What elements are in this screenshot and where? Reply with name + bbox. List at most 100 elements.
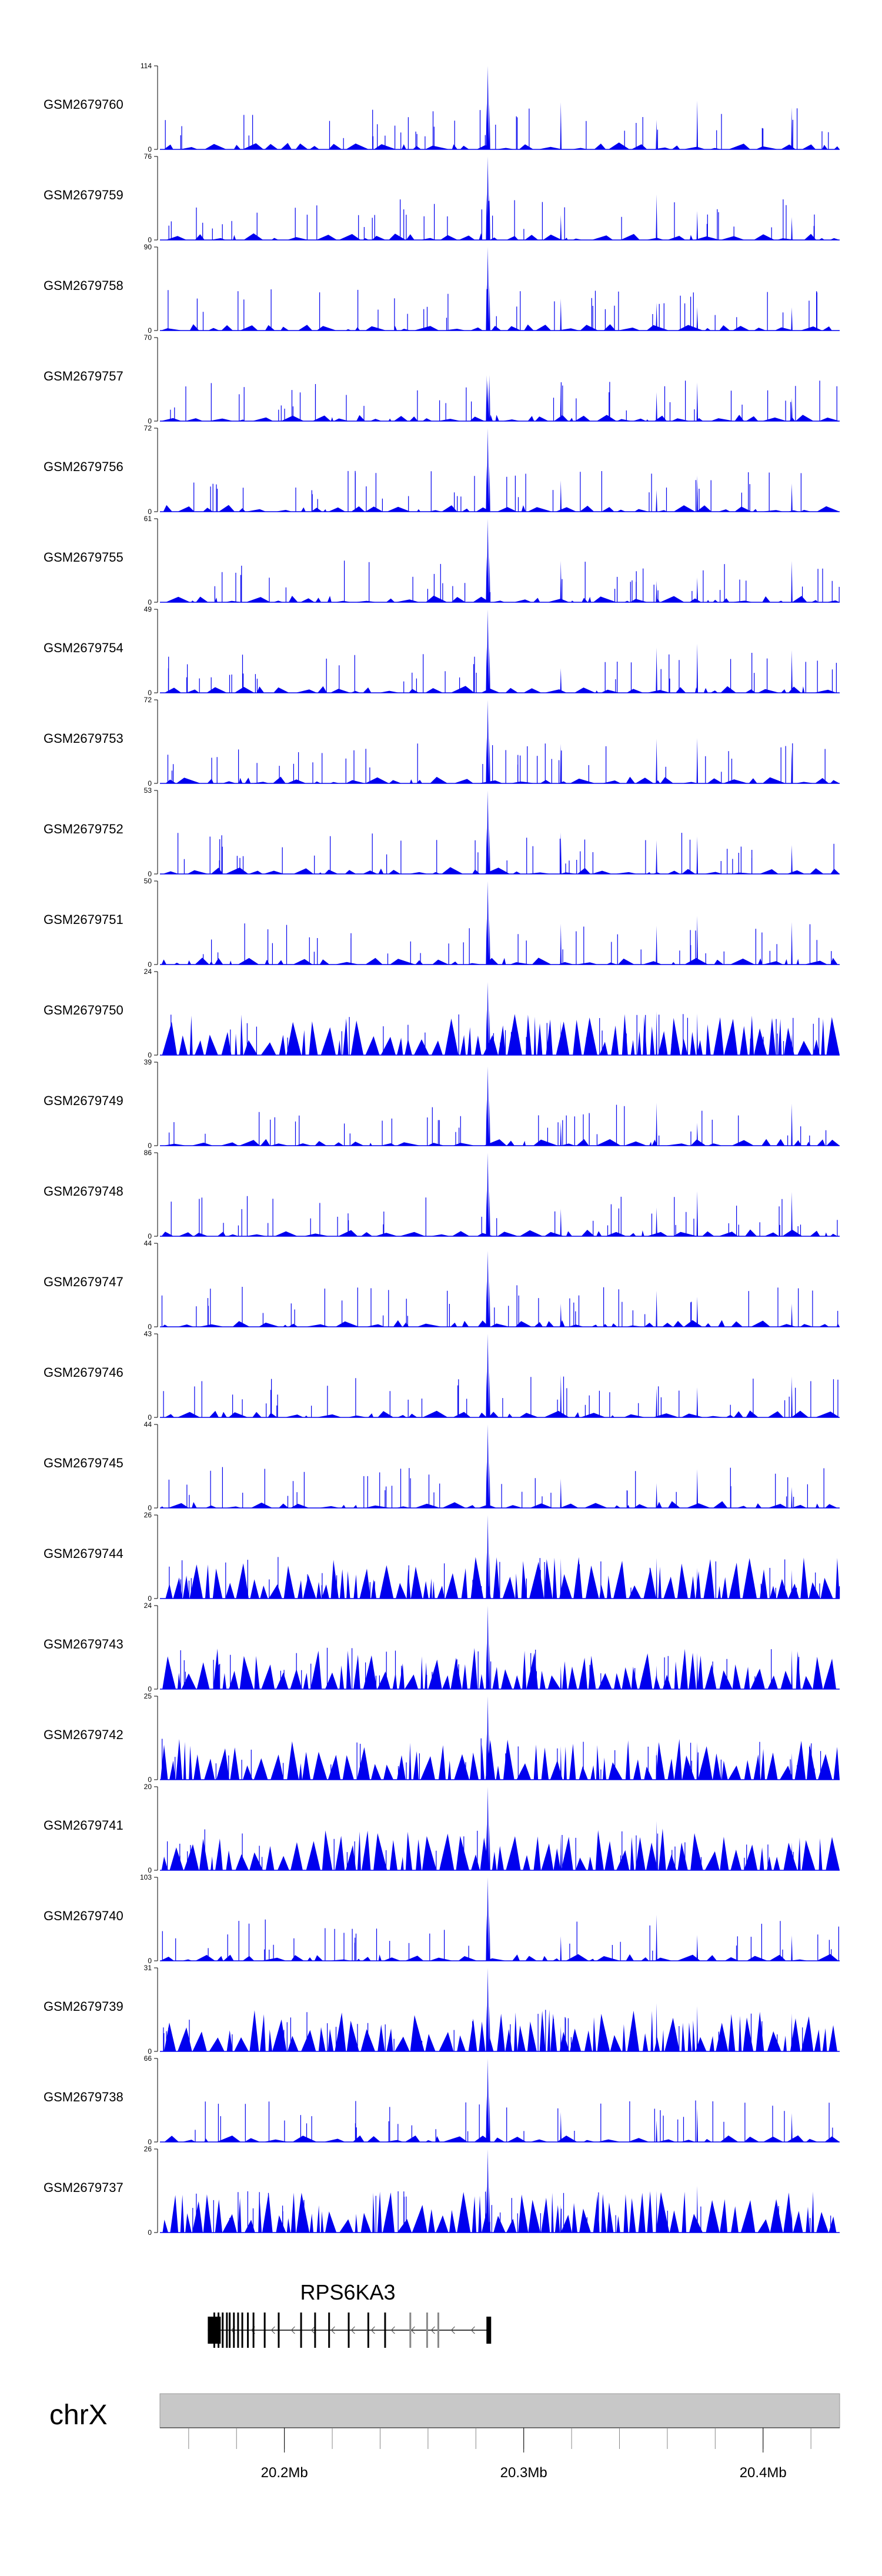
y-tick-label-zero: 0 bbox=[148, 1051, 152, 1059]
coverage-peak bbox=[696, 2006, 698, 2051]
track-GSM2679757: GSM2679757 70 0 bbox=[44, 333, 840, 425]
y-tick-label-zero: 0 bbox=[148, 1413, 152, 1422]
coverage-peak bbox=[489, 1371, 490, 1417]
gene-exon bbox=[229, 2313, 231, 2348]
coverage-peak bbox=[656, 490, 657, 512]
coverage-peak bbox=[560, 1936, 562, 1961]
coverage-spikes bbox=[195, 2100, 833, 2142]
gene-exon bbox=[226, 2313, 228, 2348]
track-label: GSM2679756 bbox=[44, 459, 123, 474]
coverage-peak bbox=[560, 832, 562, 874]
coverage-peak bbox=[489, 827, 490, 874]
coverage-peak bbox=[656, 1011, 657, 1055]
strand-arrow bbox=[330, 2326, 335, 2334]
coverage-spikes bbox=[214, 560, 840, 602]
y-tick-label-zero: 0 bbox=[148, 1957, 152, 1965]
coverage-peak bbox=[486, 381, 489, 421]
gene-exon bbox=[218, 2313, 220, 2348]
coverage-peak bbox=[656, 1914, 657, 1961]
coverage-peak bbox=[696, 1191, 698, 1236]
gene-exon bbox=[367, 2313, 369, 2348]
y-tick-label-zero: 0 bbox=[148, 1323, 152, 1331]
coverage-spikes bbox=[167, 1829, 833, 1870]
coverage-peak bbox=[791, 560, 793, 602]
y-tick-label-zero: 0 bbox=[148, 1866, 152, 1874]
coverage-peak bbox=[696, 1296, 698, 1327]
y-tick-label-zero: 0 bbox=[148, 1776, 152, 1784]
coverage-peak bbox=[560, 385, 562, 421]
y-tick-label-max: 53 bbox=[144, 786, 152, 795]
coverage-peak bbox=[791, 1376, 793, 1417]
coverage-peak bbox=[696, 1935, 698, 1961]
coverage-peak bbox=[656, 1665, 657, 1689]
coverage-peak bbox=[486, 1787, 489, 1870]
coverage-peak bbox=[696, 643, 698, 693]
coverage-spikes bbox=[193, 471, 801, 512]
coverage-peak bbox=[656, 840, 657, 874]
coverage-peak bbox=[791, 650, 793, 693]
coverage-peak bbox=[560, 2112, 562, 2142]
coverage-area bbox=[163, 142, 840, 149]
coverage-peak bbox=[489, 556, 490, 602]
strand-arrow bbox=[390, 2326, 395, 2334]
track-label: GSM2679757 bbox=[44, 369, 123, 383]
coverage-spikes bbox=[168, 653, 837, 693]
gene-exon bbox=[278, 2313, 280, 2348]
gene-exon bbox=[384, 2313, 386, 2348]
coverage-peak bbox=[791, 749, 793, 783]
gene-exon bbox=[409, 2313, 412, 2348]
coverage-peak bbox=[489, 1643, 490, 1689]
y-tick-label-max: 86 bbox=[144, 1149, 152, 1157]
coverage-peak bbox=[486, 2058, 489, 2142]
coverage-peak bbox=[486, 1606, 489, 1689]
y-tick-label-max: 70 bbox=[144, 333, 152, 342]
track-GSM2679759: GSM2679759 76 0 bbox=[44, 152, 840, 244]
coverage-spikes bbox=[171, 1014, 820, 1055]
track-label: GSM2679748 bbox=[44, 1184, 123, 1199]
track-GSM2679741: GSM2679741 20 0 bbox=[44, 1783, 840, 1874]
coverage-spikes bbox=[162, 1919, 839, 1961]
coverage-spikes bbox=[167, 743, 826, 783]
coverage-spikes bbox=[180, 1647, 800, 1689]
coverage-peak bbox=[656, 1103, 657, 1146]
coverage-peak bbox=[696, 1123, 698, 1146]
gene-exon bbox=[213, 2313, 215, 2348]
y-tick-label-zero: 0 bbox=[148, 689, 152, 697]
coverage-peak bbox=[696, 1469, 698, 1508]
coverage-peak bbox=[486, 1968, 489, 2051]
strand-arrow bbox=[470, 2326, 475, 2334]
coverage-peak bbox=[791, 845, 793, 874]
track-GSM2679737: GSM2679737 26 0 bbox=[44, 2145, 840, 2237]
coverage-spikes bbox=[165, 108, 829, 149]
track-GSM2679760: GSM2679760 114 0 bbox=[44, 62, 840, 154]
coverage-peak bbox=[656, 194, 657, 240]
strand-arrow bbox=[270, 2326, 275, 2334]
coverage-peak bbox=[489, 1552, 490, 1599]
coverage-peak bbox=[656, 1388, 657, 1417]
coverage-spikes bbox=[163, 2010, 807, 2051]
coverage-peak bbox=[486, 156, 489, 240]
y-tick-label-zero: 0 bbox=[148, 2047, 152, 2056]
coverage-peak bbox=[486, 609, 489, 693]
coverage-peak bbox=[489, 284, 490, 331]
coverage-peak bbox=[486, 247, 489, 331]
track-GSM2679744: GSM2679744 26 0 bbox=[44, 1511, 840, 1603]
coverage-area bbox=[161, 1739, 840, 1780]
x-tick-label: 20.3Mb bbox=[500, 2465, 547, 2481]
coverage-peak bbox=[696, 101, 698, 149]
gene-exon bbox=[437, 2313, 439, 2348]
track-label: GSM2679747 bbox=[44, 1274, 123, 1289]
y-tick-label-max: 61 bbox=[144, 515, 152, 523]
coverage-peak bbox=[791, 1103, 793, 1146]
coverage-peak bbox=[489, 193, 490, 240]
coverage-peak bbox=[560, 1122, 562, 1146]
track-label: GSM2679742 bbox=[44, 1727, 123, 1742]
strand-arrow bbox=[410, 2326, 415, 2334]
y-tick-label-max: 39 bbox=[144, 1058, 152, 1066]
y-tick-label-max: 25 bbox=[144, 1692, 152, 1700]
coverage-spikes bbox=[163, 1376, 838, 1417]
genome-axis: chrX 20.2Mb 20.3Mb 20.4Mb bbox=[49, 2393, 840, 2481]
coverage-peak bbox=[696, 836, 698, 874]
y-tick-label-max: 114 bbox=[141, 62, 152, 70]
track-label: GSM2679751 bbox=[44, 912, 123, 927]
